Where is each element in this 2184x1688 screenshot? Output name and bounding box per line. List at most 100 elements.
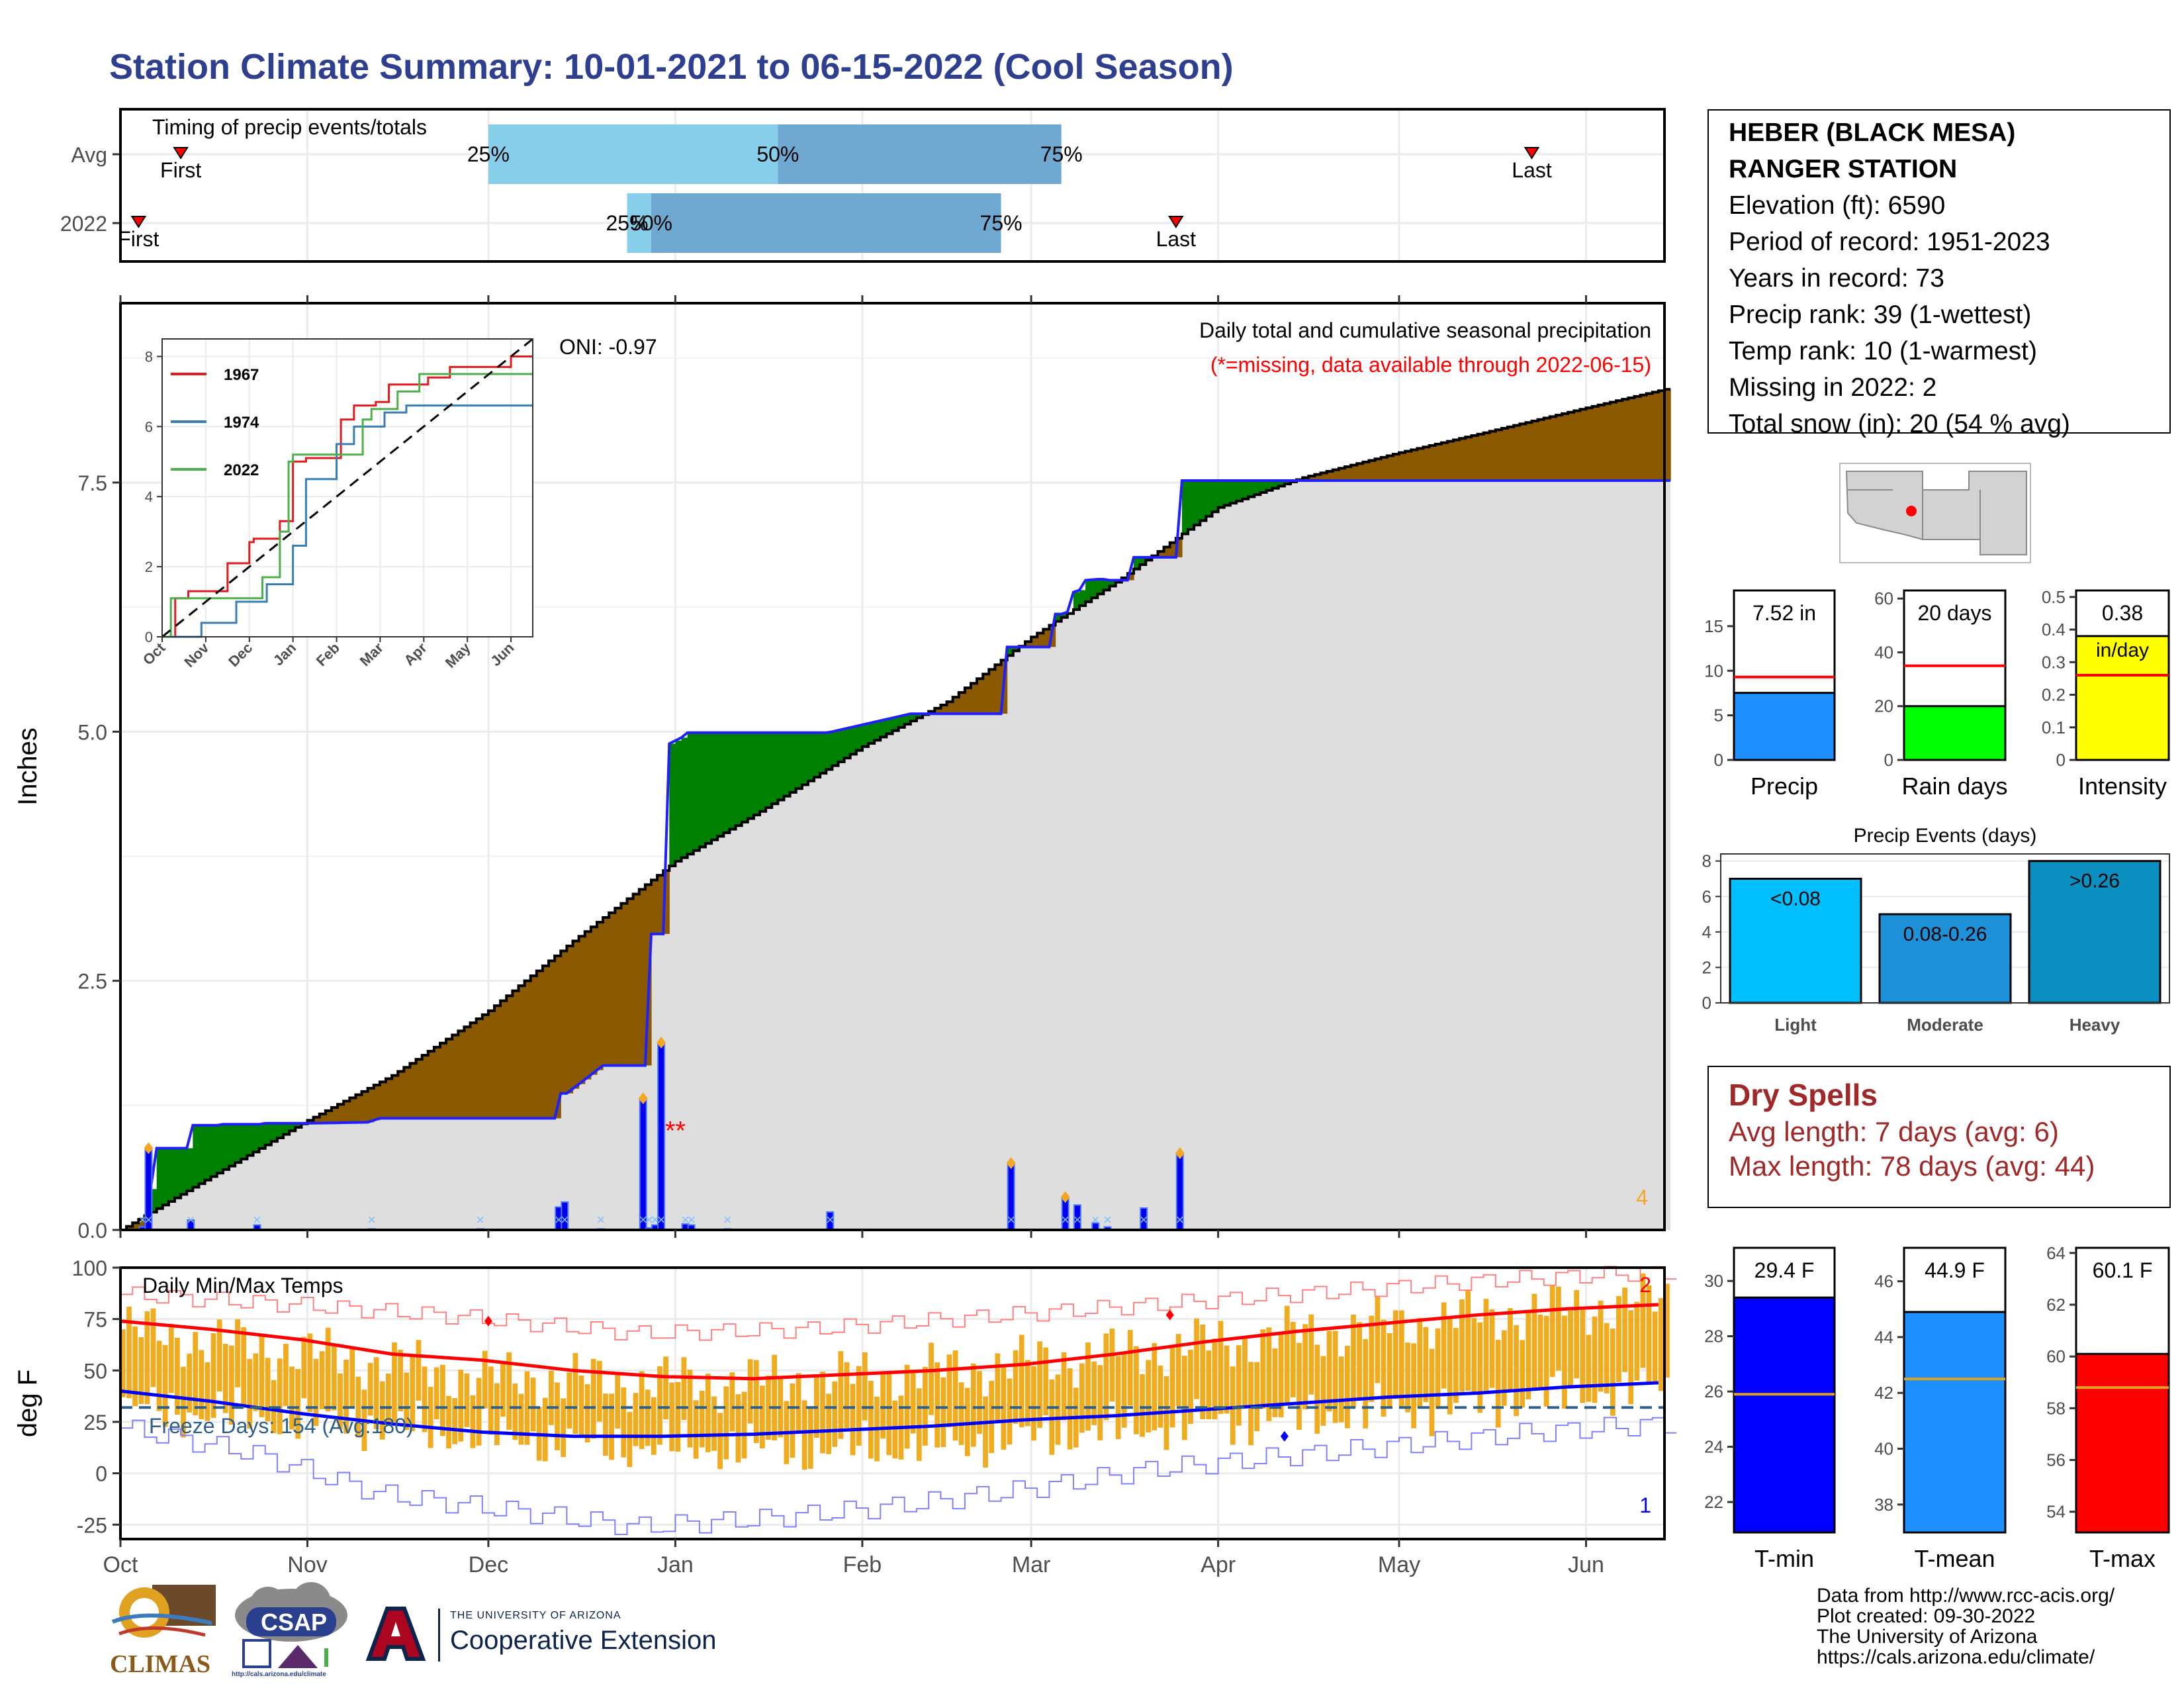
temps-daily-range-bar: [1067, 1368, 1073, 1450]
precip-surplus-band: [168, 1148, 175, 1201]
temps-daily-range-bar: [494, 1383, 500, 1446]
temps-record-max-line: [120, 1266, 1677, 1341]
temps-daily-range-bar: [156, 1340, 162, 1411]
temps-daily-range-bar: [325, 1327, 331, 1412]
precip-surplus-band: [1206, 480, 1213, 516]
precip-deficit-band: [1628, 398, 1635, 481]
precip-stats-bar: [1733, 692, 1836, 761]
precip-surplus-band: [711, 732, 718, 840]
precip-deficit-band: [1411, 449, 1418, 481]
precip-surplus-band: [277, 1123, 284, 1138]
precip-surplus-band: [910, 714, 917, 722]
temp-stats-ytick-label: 54: [2046, 1502, 2066, 1522]
precip-deficit-band: [464, 1027, 471, 1119]
temps-daily-range-bar: [373, 1357, 379, 1429]
precip-surplus-band: [265, 1123, 272, 1145]
precip-surplus-band: [271, 1123, 278, 1142]
temps-daily-range-bar: [1212, 1338, 1218, 1420]
temps-daily-range-bar: [1562, 1315, 1567, 1409]
temps-ytick-label: 100: [72, 1256, 107, 1280]
timing-first-label: First: [160, 158, 201, 182]
temps-daily-range-bar: [385, 1374, 391, 1426]
temp-stats-category-label: T-min: [1754, 1545, 1814, 1572]
credits-line1: Data from http://www.rcc-acis.org/: [1817, 1585, 2115, 1607]
temps-daily-range-bar: [1387, 1333, 1392, 1409]
temps-daily-range-bar: [530, 1378, 536, 1432]
precip-surplus-band: [1230, 480, 1237, 504]
temps-daily-range-bar: [482, 1350, 488, 1409]
station-elevation: Elevation (ft): 6590: [1729, 191, 1946, 220]
timing-bar-25-50: [627, 193, 651, 253]
temps-daily-range-bar: [1236, 1345, 1242, 1426]
precip-daily-bar: [639, 1098, 647, 1231]
precip-deficit-band: [1405, 451, 1412, 481]
temps-daily-range-bar: [1646, 1285, 1652, 1385]
precip-surplus-band: [289, 1123, 296, 1131]
temps-daily-range-bar: [844, 1362, 850, 1429]
credits-line2: Plot created: 09-30-2022: [1817, 1605, 2036, 1627]
precip-surplus-band: [295, 1123, 302, 1128]
temps-daily-range-bar: [615, 1372, 621, 1429]
station-name-line1: HEBER (BLACK MESA): [1729, 118, 2016, 147]
temps-daily-range-bar: [1375, 1295, 1381, 1383]
precip-surplus-band: [699, 732, 706, 847]
temps-daily-range-bar: [470, 1395, 476, 1448]
precip-deficit-band: [1441, 442, 1448, 481]
temps-daily-range-bar: [1531, 1293, 1537, 1390]
events-bar: [1729, 878, 1862, 1004]
precip-surplus-band: [1140, 557, 1146, 565]
precip-surplus-band: [681, 737, 688, 858]
timing-last-marker: [1524, 147, 1540, 160]
temps-daily-range-bar: [1598, 1300, 1604, 1392]
temp-stats-ytick-label: 40: [1874, 1439, 1893, 1459]
precip-daily-tick-mark: ×: [476, 1211, 484, 1228]
precip-surplus-band: [801, 732, 809, 785]
temps-daily-range-bar: [753, 1360, 759, 1444]
precip-stats-ytick-label: 40: [1874, 642, 1893, 662]
temps-daily-range-bar: [1200, 1324, 1206, 1420]
temps-daily-range-bar: [1543, 1315, 1549, 1407]
temps-daily-range-bar: [500, 1360, 506, 1417]
temps-xtick-label: Nov: [287, 1552, 327, 1577]
precip-deficit-band: [1308, 476, 1316, 481]
precip-surplus-band: [729, 732, 737, 829]
temps-daily-range-bar: [832, 1381, 838, 1447]
precip-surplus-band: [150, 1189, 158, 1213]
precip-deficit-band: [1574, 410, 1581, 481]
precip-surplus-band: [1134, 557, 1140, 569]
temps-daily-range-bar: [717, 1413, 723, 1470]
precip-daily-tick-mark: ×: [723, 1211, 732, 1228]
precip-deficit-band: [392, 1075, 398, 1119]
precip-2022-line: [120, 479, 1671, 1231]
precip-stats-category-label: Intensity: [2078, 773, 2167, 800]
temps-daily-range-bar: [1435, 1328, 1441, 1409]
temp-stats-ytick-label: 56: [2046, 1450, 2066, 1470]
precip-stats-ytick-label: 0.1: [2042, 718, 2066, 737]
precip-deficit-band: [373, 1085, 381, 1121]
temps-daily-range-bar: [639, 1371, 645, 1449]
precip-surplus-band: [784, 732, 791, 796]
precip-deficit-band: [1483, 432, 1490, 481]
temps-daily-range-bar: [1640, 1273, 1646, 1368]
precip-surplus-band: [916, 714, 923, 718]
precip-surplus-band: [1091, 579, 1098, 598]
precip-deficit-band: [958, 692, 966, 714]
page-title: Station Climate Summary: 10-01-2021 to 0…: [109, 47, 1234, 87]
temps-daily-range-bar: [1555, 1286, 1561, 1371]
timing-last-label: Last: [1512, 158, 1552, 182]
temps-daily-range-bar: [645, 1389, 651, 1446]
precip-deficit-band: [1555, 415, 1563, 481]
temps-daily-range-bar: [1218, 1321, 1224, 1415]
inset-series-2022: [162, 373, 533, 638]
precip-deficit-band: [1477, 434, 1484, 481]
precip-daily-tick-mark: ×: [1091, 1211, 1100, 1228]
temps-daily-range-bar: [1290, 1321, 1296, 1397]
temps-daily-range-bar: [735, 1394, 741, 1463]
events-bar-label: 0.08-0.26: [1903, 923, 1987, 945]
precip-deficit-band: [1332, 469, 1340, 481]
temps-daily-range-bar: [132, 1326, 138, 1407]
temps-daily-range-bar: [572, 1352, 578, 1434]
temps-daily-range-bar: [699, 1391, 705, 1448]
inset-series-average: [161, 338, 533, 638]
events-bar: [1878, 913, 2012, 1004]
